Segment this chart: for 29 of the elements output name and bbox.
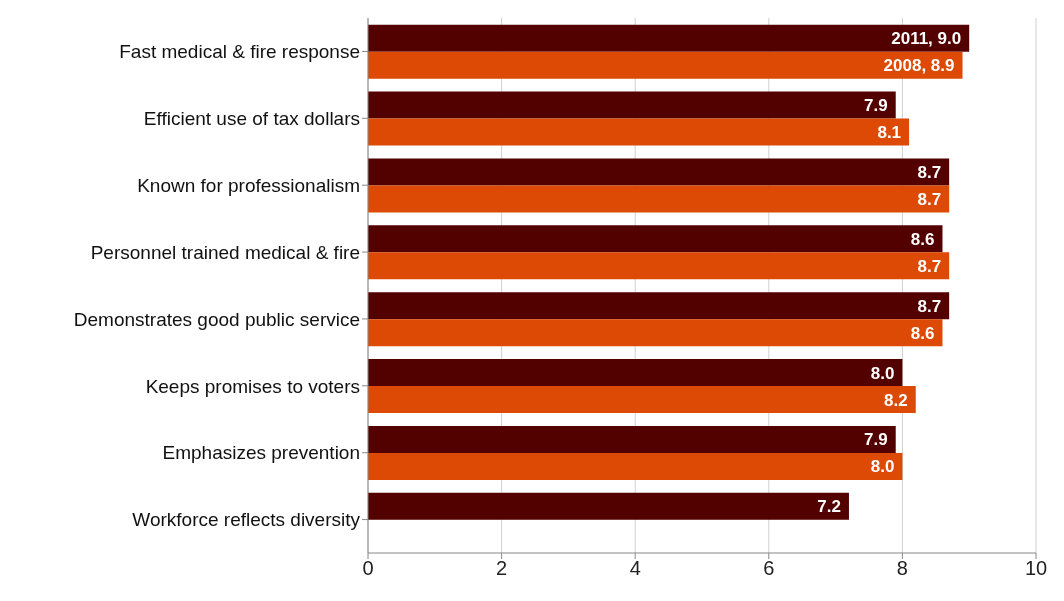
data-label: 2008, 8.9 (883, 56, 955, 76)
data-label: 8.7 (917, 189, 942, 209)
x-tick-label: 4 (629, 557, 641, 580)
data-label: 8.2 (884, 390, 908, 410)
data-label: 8.6 (910, 323, 935, 343)
data-label: 8.7 (917, 162, 942, 182)
x-tick-label: 6 (763, 557, 775, 580)
data-label: 2011, 9.0 (891, 29, 962, 49)
y-tick-label: Personnel trained medical & fire (90, 241, 360, 263)
data-label: 7.2 (817, 497, 841, 517)
data-label: 8.1 (877, 123, 902, 143)
y-tick-label: Workforce reflects diversity (132, 509, 361, 531)
y-tick-label: Fast medical & fire response (119, 41, 360, 63)
y-tick-label: Keeps promises to voters (145, 375, 360, 397)
data-label: 8.7 (917, 296, 942, 316)
data-label: 7.9 (864, 96, 888, 116)
data-label: 8.7 (917, 256, 942, 276)
data-label: 8.0 (870, 457, 895, 477)
x-tick-label: 0 (362, 557, 374, 580)
x-tick-label: 2 (496, 557, 508, 580)
data-label: 8.6 (910, 229, 935, 249)
y-tick-label: Efficient use of tax dollars (143, 108, 360, 130)
data-label: 8.0 (870, 363, 895, 383)
y-tick-label: Demonstrates good public service (73, 308, 360, 330)
x-tick-label: 10 (1024, 557, 1048, 580)
y-tick-label: Known for professionalism (137, 174, 360, 196)
y-tick-label: Emphasizes prevention (162, 442, 360, 464)
x-tick-label: 8 (896, 557, 908, 580)
data-label: 7.9 (864, 430, 888, 450)
